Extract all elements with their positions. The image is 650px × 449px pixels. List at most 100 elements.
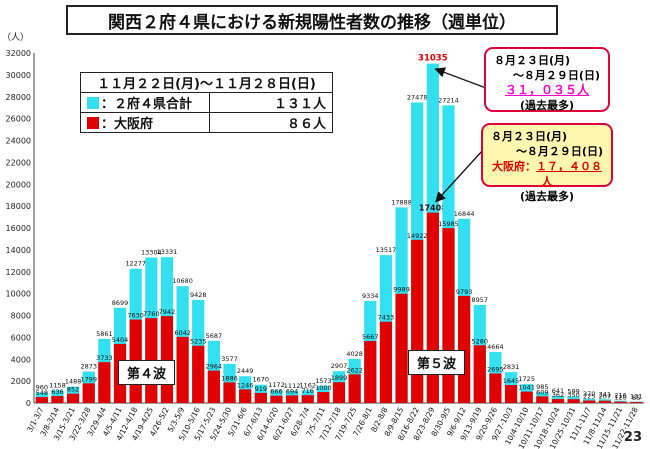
data-label-osaka: 548 <box>36 389 48 397</box>
data-label-total: 370 <box>583 390 595 398</box>
data-label-osaka: 17408 <box>419 204 447 213</box>
bar-osaka <box>489 373 502 403</box>
data-label-total: 5861 <box>96 330 113 338</box>
data-label-osaka: 666 <box>270 388 282 396</box>
bar-osaka <box>395 293 408 403</box>
data-label-osaka: 86 <box>632 394 640 402</box>
bar-osaka <box>223 382 236 403</box>
data-label-total: 13517 <box>376 246 397 254</box>
data-label-total: 2449 <box>237 367 254 375</box>
data-label-total: 10680 <box>172 277 193 285</box>
wave4-label: 第４波 <box>118 360 176 385</box>
bar-osaka <box>270 395 283 403</box>
wave5-label: 第５波 <box>408 350 466 375</box>
data-label-total: 9428 <box>190 291 207 299</box>
data-label-osaka: 5667 <box>362 333 379 341</box>
data-label-total: 13331 <box>157 248 178 256</box>
data-label-osaka: 207 <box>599 393 611 401</box>
bar-osaka <box>473 345 486 403</box>
data-label-osaka: 852 <box>67 386 79 394</box>
y-axis-unit: （人） <box>2 33 30 43</box>
data-label-osaka: 2622 <box>346 366 363 374</box>
y-tick-label: 10000 <box>6 290 31 299</box>
data-label-osaka: 350 <box>567 391 579 399</box>
data-label-total: 2831 <box>503 363 520 371</box>
y-tick-label: 24000 <box>6 137 31 146</box>
summary-value-total: １３１人 <box>209 92 333 113</box>
callout-osaka-line2: 〜８月２９日(日) <box>515 145 603 158</box>
data-label-osaka: 5404 <box>112 336 129 344</box>
bar-osaka <box>458 295 471 403</box>
data-label-total: 8957 <box>471 296 488 304</box>
bar-osaka <box>82 383 95 403</box>
bar-osaka <box>301 395 314 403</box>
bar-osaka <box>192 345 205 403</box>
data-label-osaka: 919 <box>255 385 267 393</box>
y-tick-label: 6000 <box>11 333 31 342</box>
osaka-swatch <box>87 117 99 129</box>
data-label-total: 599 <box>567 387 579 395</box>
data-label-total: 1670 <box>253 376 270 384</box>
data-label-osaka: 1041 <box>518 384 535 392</box>
callout-total-line1: ８月２３日(月) <box>494 54 571 67</box>
data-label-osaka: 1645 <box>503 377 520 385</box>
data-label-osaka: 1799 <box>80 375 97 383</box>
bar-osaka <box>332 382 346 403</box>
callout-osaka-value: １７，４０８人 <box>536 160 602 188</box>
callout-total-note: (過去最多) <box>519 99 575 112</box>
callout-total-line2: 〜８月２９日(日) <box>512 69 600 82</box>
callout-osaka-line1: ８月２３日(月) <box>491 130 568 143</box>
summary-row-total: ：２府４県合計 １３１人 <box>80 92 333 113</box>
summary-label-total: ：２府４県合計 <box>101 97 193 112</box>
bar-osaka <box>614 401 627 403</box>
data-label-osaka: 716 <box>302 387 314 395</box>
data-label-total: 1162 <box>299 381 316 389</box>
bar-osaka <box>254 392 267 403</box>
data-label-total: 5687 <box>206 332 223 340</box>
data-label-total: 4028 <box>346 350 363 358</box>
data-label-total: 341 <box>599 390 611 398</box>
data-label-total: 31035 <box>418 54 448 64</box>
data-label-total: 985 <box>536 383 548 391</box>
data-label-osaka: 5280 <box>471 337 488 345</box>
arrow-total-peak <box>434 67 487 89</box>
data-label-osaka: 1899 <box>331 374 348 382</box>
data-label-osaka: 128 <box>614 394 626 402</box>
data-label-osaka: 5235 <box>190 338 207 346</box>
data-label-osaka: 2695 <box>487 366 504 374</box>
data-label-total: 9334 <box>362 292 379 300</box>
bar-osaka <box>67 393 80 403</box>
data-label-total: 131 <box>630 393 642 401</box>
data-label-osaka: 1886 <box>221 374 238 382</box>
data-label-total: 16844 <box>454 210 475 218</box>
data-label-osaka: 3733 <box>96 354 113 362</box>
data-label-total: 3577 <box>221 355 238 363</box>
data-label-total: 1573 <box>315 377 332 385</box>
data-label-osaka: 9793 <box>456 288 473 296</box>
data-label-osaka: 225 <box>583 393 595 401</box>
data-label-total: 12277 <box>125 260 146 268</box>
data-label-total: 17888 <box>391 198 412 206</box>
total-swatch <box>87 97 99 109</box>
bar-osaka <box>176 336 189 403</box>
bar-osaka <box>285 395 299 403</box>
data-label-osaka: 636 <box>51 388 63 396</box>
summary-label-osaka: ：大阪府 <box>101 117 154 132</box>
callout-osaka-note: (過去最多) <box>519 190 575 203</box>
y-tick-label: 8000 <box>11 312 31 321</box>
y-tick-label: 4000 <box>11 355 31 364</box>
data-label-total: 8699 <box>112 299 129 307</box>
data-label-total: 1158 <box>49 381 66 389</box>
data-label-total: 4664 <box>487 343 504 351</box>
y-tick-label: 30000 <box>6 71 31 80</box>
page-title: 関西２府４県における新規陽性者数の推移（週単位） <box>66 5 558 35</box>
data-label-osaka: 1000 <box>315 384 332 392</box>
y-tick-label: 32000 <box>6 49 31 58</box>
data-label-total: 1488 <box>65 378 82 386</box>
bar-osaka <box>520 391 533 403</box>
bar-osaka <box>442 228 455 403</box>
data-label-total: 2873 <box>80 363 97 371</box>
callout-osaka-label: 大阪府： <box>492 160 536 173</box>
